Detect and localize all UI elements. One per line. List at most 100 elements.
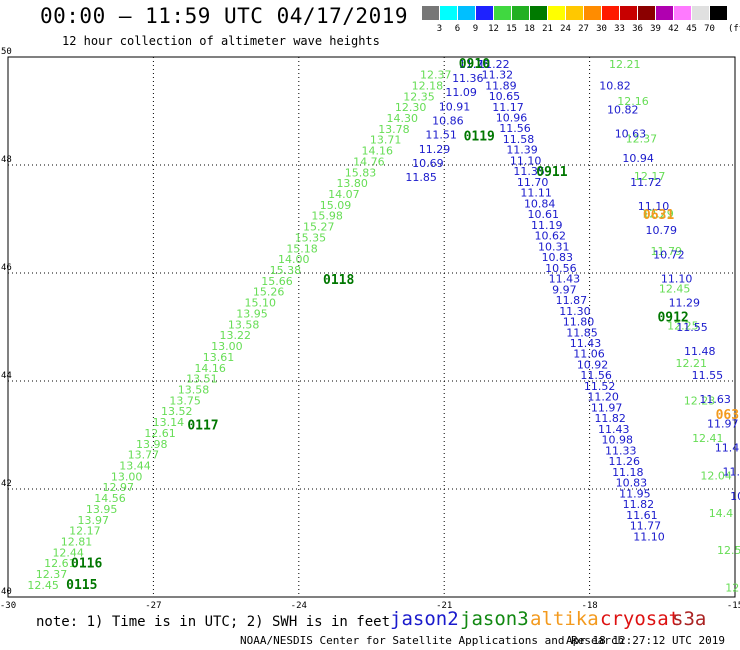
wave-height-value: 14.07 — [328, 188, 360, 201]
wave-height-value: 11.35 — [513, 165, 545, 178]
wave-height-value: 11.55 — [676, 321, 708, 334]
lat-tick-label: 50 — [1, 47, 12, 57]
pass-time-label: 0912 — [657, 311, 688, 326]
wave-height-value: 12.61 — [44, 557, 75, 570]
legend-swatch — [566, 6, 583, 20]
wave-height-value: 10.83 — [542, 251, 574, 264]
legend-label: 45 — [686, 24, 697, 34]
wave-height-value: 10.72 — [653, 248, 685, 261]
wave-height-value: 15.35 — [295, 231, 327, 244]
wave-height-value: 11.33 — [605, 444, 637, 457]
wave-height-value: 11.72 — [630, 176, 662, 189]
legend-swatch — [710, 6, 727, 20]
wave-height-value: 11.20 — [587, 391, 619, 404]
legend-swatch — [656, 6, 673, 20]
wave-height-value: 13.22 — [220, 329, 252, 342]
wave-height-value: 13.58 — [178, 383, 210, 396]
wave-height-value: 11.52 — [584, 380, 616, 393]
wave-height-value: 12.6 — [725, 582, 740, 595]
wave-height-value: 12.45 — [659, 282, 691, 295]
wave-height-value: 11.61 — [626, 509, 658, 522]
wave-height-value: 15.66 — [261, 275, 293, 288]
lon-tick-label: -24 — [291, 601, 307, 611]
sat-cryosat-label: cryosat — [600, 608, 681, 630]
legend-label: 18 — [524, 24, 535, 34]
wave-height-value: 11.70 — [517, 176, 549, 189]
legend-label: 33 — [614, 24, 625, 34]
wave-height-value: 11.80 — [563, 316, 595, 329]
wave-height-value: 11.19 — [531, 219, 563, 232]
wave-height-value: 11.56 — [580, 369, 612, 382]
wave-height-value: 15.27 — [303, 221, 335, 234]
legend-swatch — [440, 6, 457, 20]
wave-height-value: 14.76 — [353, 155, 385, 168]
wave-height-value: 10.31 — [538, 240, 570, 253]
wave-height-value: 15.10 — [245, 297, 277, 310]
legend-swatch — [584, 6, 601, 20]
wave-height-value: 14.00 — [278, 253, 310, 266]
wave-height-value: 13.95 — [236, 307, 268, 320]
wave-height-value: 13.78 — [378, 123, 410, 136]
legend-label: 21 — [542, 24, 553, 34]
wave-height-value: 13.58 — [228, 318, 259, 331]
wave-height-value: 11.89 — [485, 79, 517, 92]
wave-height-value: 12.21 — [609, 58, 641, 71]
wave-height-value: 14.16 — [194, 362, 226, 375]
pass-time-label: 0118 — [323, 273, 354, 288]
generated-timestamp: Apr 18 12:27:12 UTC 2019 — [566, 634, 725, 647]
wave-height-value: 10.56 — [545, 262, 577, 275]
wave-height-value: 9.97 — [552, 283, 577, 296]
lon-tick-label: -30 — [0, 601, 16, 611]
wave-height-value: 15.83 — [345, 166, 377, 179]
wave-height-value: 11.11 — [520, 187, 552, 200]
wave-height-value: 11.51 — [425, 129, 457, 142]
lat-tick-label: 44 — [1, 371, 12, 381]
wave-height-value: 12.21 — [675, 357, 707, 370]
footer-note: note: 1) Time is in UTC; 2) SWH is in fe… — [36, 614, 391, 630]
wave-height-value: 12.17 — [69, 525, 101, 538]
lon-tick-label: -21 — [436, 601, 452, 611]
wave-height-value: 11.18 — [612, 466, 644, 479]
wave-height-value: 13.61 — [203, 351, 235, 364]
wave-height-value: 11.10 — [638, 200, 670, 213]
wave-height-value: 11.10 — [661, 273, 693, 286]
wave-height-value: 11.82 — [623, 498, 655, 511]
pass-time-label: 0115 — [66, 578, 97, 593]
wave-height-value: 15.18 — [286, 242, 318, 255]
legend-swatch — [422, 6, 439, 20]
wave-height-value: 10.98 — [601, 434, 633, 447]
wave-height-value: 13.14 — [153, 416, 185, 429]
wave-height-value: 15.38 — [270, 264, 302, 277]
lon-tick-label: -27 — [145, 601, 161, 611]
wave-height-value: 12.23 — [684, 395, 716, 408]
wave-height-value: 10.92 — [577, 358, 609, 371]
sat-jason3-label: jason3 — [460, 608, 529, 630]
legend-unit: (ft) — [728, 24, 740, 34]
wave-height-value: 15.26 — [253, 286, 285, 299]
lon-tick-label: -18 — [581, 601, 597, 611]
wave-height-value: 10.83 — [616, 477, 648, 490]
wave-height-value: 10.65 — [489, 90, 520, 103]
wave-height-value: 13.95 — [86, 503, 118, 516]
wave-height-value: 11.77 — [630, 520, 662, 533]
legend-swatch — [530, 6, 547, 20]
wave-height-value: 11.29 — [419, 143, 451, 156]
wave-height-value: 12.61 — [144, 427, 176, 440]
wave-height-value: 11.58 — [503, 133, 535, 146]
legend-swatch — [638, 6, 655, 20]
wave-height-value: 12.35 — [403, 90, 435, 103]
legend-swatch — [548, 6, 565, 20]
wave-height-value: 11.43 — [598, 423, 630, 436]
wave-height-value: 12.37 — [420, 69, 452, 82]
lat-tick-label: 46 — [1, 263, 12, 273]
wave-height-value: 15.98 — [311, 210, 343, 223]
wave-height-value: 10.94 — [622, 152, 654, 165]
wave-height-value: 13.80 — [336, 177, 368, 190]
pass-time-label: 0910 — [459, 57, 490, 72]
wave-height-value: 12.30 — [395, 101, 427, 114]
wave-height-value: 13.77 — [128, 449, 160, 462]
legend-label: 15 — [506, 24, 517, 34]
legend-label: 42 — [668, 24, 679, 34]
wave-height-value: 11.26 — [609, 455, 641, 468]
wave-height-value: 11.97 — [591, 401, 623, 414]
